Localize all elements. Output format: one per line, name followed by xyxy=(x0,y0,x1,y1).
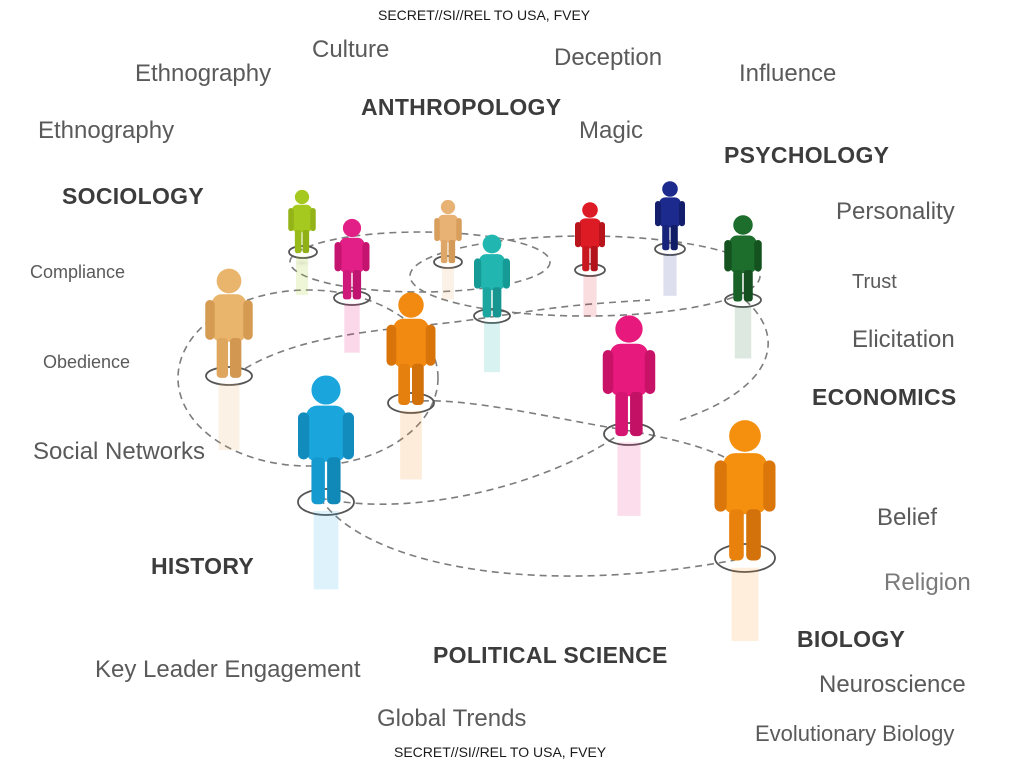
person-pink-right xyxy=(602,315,656,516)
discipline-history: HISTORY xyxy=(151,553,255,579)
topic-religion: Religion xyxy=(884,569,971,596)
link-center-3 xyxy=(319,429,626,505)
discipline-economics: ECONOMICS xyxy=(812,384,957,410)
topic-global-trends: Global Trends xyxy=(377,705,527,732)
link-ring-left xyxy=(177,289,439,467)
person-tan-left xyxy=(205,268,253,451)
network-links xyxy=(177,231,769,577)
topic-neuroscience: Neuroscience xyxy=(819,671,966,698)
classification-banner-bottom: SECRET//SI//REL TO USA, FVEY xyxy=(394,744,607,760)
topic-deception: Deception xyxy=(554,44,663,71)
person-red xyxy=(575,202,605,317)
person-magenta-back xyxy=(334,218,370,353)
topic-social-networks: Social Networks xyxy=(33,438,206,465)
link-ring-back-left xyxy=(289,231,551,293)
link-bottom xyxy=(319,497,736,577)
person-orange-center xyxy=(386,292,436,480)
discipline-psychology: PSYCHOLOGY xyxy=(724,142,890,168)
person-tan-small xyxy=(434,199,462,300)
topic-belief: Belief xyxy=(877,504,938,531)
person-orange-front xyxy=(714,420,776,641)
person-navy xyxy=(655,181,685,296)
topic-influence: Influence xyxy=(739,60,837,87)
person-blue-front xyxy=(298,375,354,590)
topic-culture: Culture xyxy=(312,36,390,63)
topic-key-leader-engagement: Key Leader Engagement xyxy=(95,656,361,683)
topic-compliance: Compliance xyxy=(30,262,126,282)
topic-ethnography-2: Ethnography xyxy=(38,117,175,144)
topic-obedience: Obedience xyxy=(43,352,131,372)
topic-ethnography-1: Ethnography xyxy=(135,60,272,87)
classification-banner-top: SECRET//SI//REL TO USA, FVEY xyxy=(378,7,591,23)
topic-personality: Personality xyxy=(836,198,955,225)
topic-evolutionary-biology: Evolutionary Biology xyxy=(755,721,955,746)
person-lime xyxy=(288,189,316,295)
person-green xyxy=(724,215,762,359)
link-far-right xyxy=(679,299,769,421)
link-center-1 xyxy=(234,299,651,376)
person-teal xyxy=(474,234,510,373)
topic-trust: Trust xyxy=(852,271,897,293)
topic-elicitation: Elicitation xyxy=(852,326,955,353)
discipline-sociology: SOCIOLOGY xyxy=(62,183,204,209)
discipline-anthropology: ANTHROPOLOGY xyxy=(361,94,562,120)
link-center-2 xyxy=(409,399,626,431)
discipline-biology: BIOLOGY xyxy=(797,626,906,652)
link-right xyxy=(624,429,746,471)
discipline-political-science: POLITICAL SCIENCE xyxy=(433,642,668,668)
topic-magic: Magic xyxy=(579,117,644,144)
